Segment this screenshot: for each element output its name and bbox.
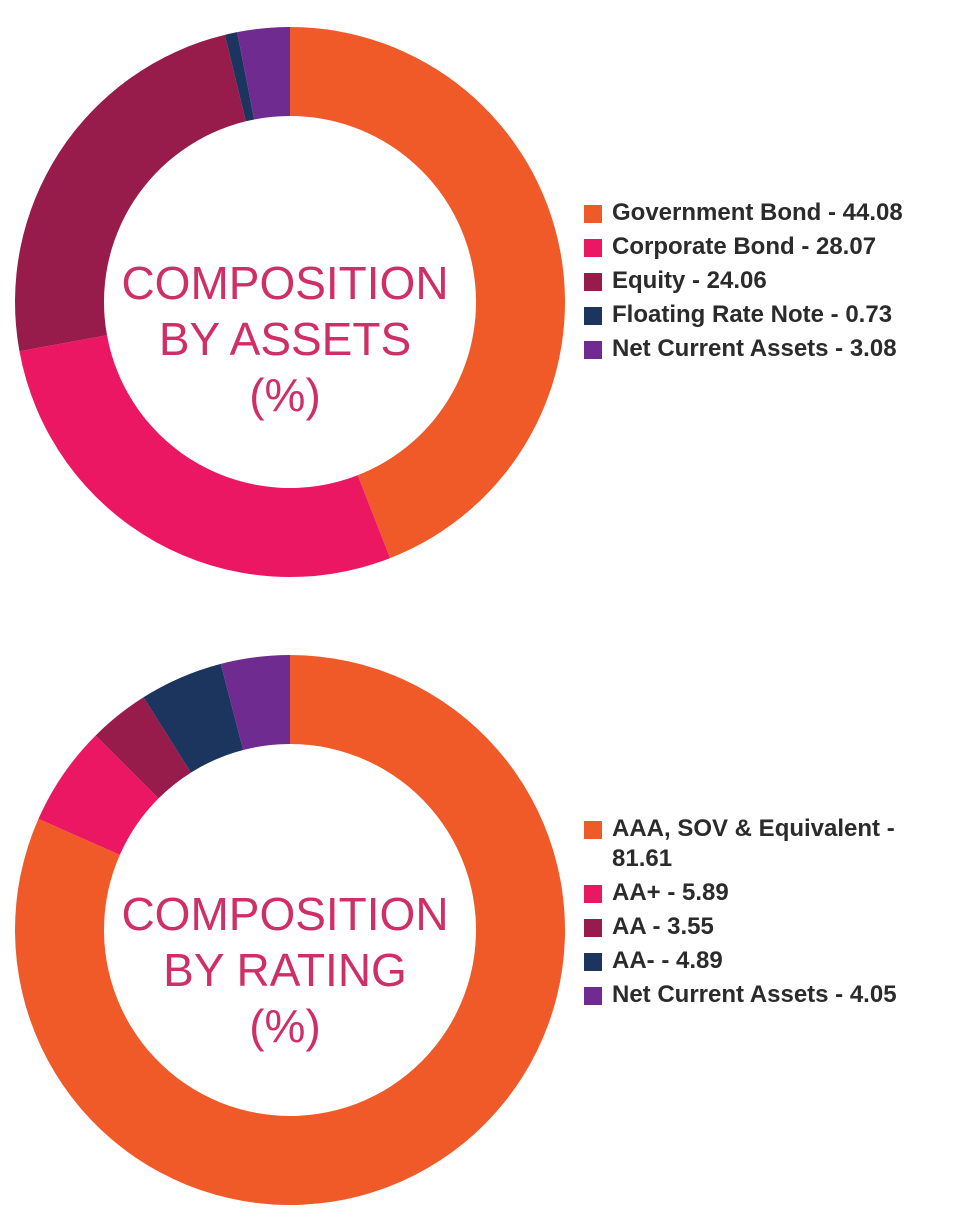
donut-slice-aa: [143, 663, 244, 773]
assets-chart-title: COMPOSITION BY ASSETS (%): [100, 255, 470, 423]
legend-item: AA- - 4.89: [584, 946, 954, 976]
legend-item: Government Bond - 44.08: [584, 198, 954, 228]
donut-slice-net-current-assets: [237, 27, 290, 120]
legend-label: Net Current Assets - 3.08: [612, 335, 897, 362]
legend-swatch: [584, 885, 602, 903]
legend-swatch: [584, 953, 602, 971]
legend-label: AA+ - 5.89: [612, 879, 729, 906]
donut-slice-floating-rate-note: [224, 32, 255, 122]
assets-chart-panel: COMPOSITION BY ASSETS (%) Government Bon…: [14, 27, 954, 578]
rating-chart-panel: COMPOSITION BY RATING (%) AAA, SOV & Equ…: [0, 612, 962, 1224]
assets-legend: Government Bond - 44.08 Corporate Bond -…: [584, 198, 954, 368]
legend-label: AA- - 4.89: [612, 947, 723, 974]
legend-item: AA - 3.55: [584, 912, 954, 942]
donut-slice-aa: [95, 697, 191, 799]
legend-swatch: [584, 341, 602, 359]
donut-slice-net-current-assets: [220, 655, 290, 750]
assets-title-line-2: BY ASSETS: [158, 313, 412, 365]
assets-title-line-3: (%): [249, 369, 321, 421]
rating-chart-title: COMPOSITION BY RATING (%): [100, 886, 470, 1054]
donut-slice-equity: [14, 34, 246, 352]
donut-slice-government-bond: [290, 27, 566, 559]
legend-swatch: [584, 239, 602, 257]
legend-item: AA+ - 5.89: [584, 878, 954, 908]
donut-slice-corporate-bond: [19, 335, 391, 578]
legend-swatch: [584, 821, 602, 839]
rating-title-line-2: BY RATING: [163, 944, 407, 996]
legend-item: AAA, SOV & Equivalent - 81.61: [584, 814, 954, 874]
legend-label: Corporate Bond - 28.07: [612, 233, 877, 260]
legend-swatch: [584, 205, 602, 223]
legend-item: Net Current Assets - 3.08: [584, 334, 954, 364]
donut-slice-aaa-sov-equivalent: [14, 655, 565, 1205]
rating-title-line-1: COMPOSITION: [121, 888, 449, 940]
assets-donut-chart: [14, 27, 566, 578]
legend-item: Equity - 24.06: [584, 266, 954, 296]
legend-item: Corporate Bond - 28.07: [584, 232, 954, 262]
legend-label: Net Current Assets - 4.05: [612, 981, 897, 1008]
legend-label: AAA, SOV & Equivalent - 81.61: [612, 815, 895, 872]
rating-donut-chart: [14, 655, 565, 1205]
rating-title-line-3: (%): [249, 1000, 321, 1052]
legend-swatch: [584, 919, 602, 937]
legend-label: Government Bond - 44.08: [612, 199, 903, 226]
rating-legend: AAA, SOV & Equivalent - 81.61 AA+ - 5.89…: [584, 814, 954, 1014]
legend-swatch: [584, 987, 602, 1005]
legend-item: Floating Rate Note - 0.73: [584, 300, 954, 330]
legend-swatch: [584, 307, 602, 325]
legend-swatch: [584, 273, 602, 291]
legend-label: Floating Rate Note - 0.73: [612, 301, 893, 328]
legend-label: AA - 3.55: [612, 913, 714, 940]
legend-item: Net Current Assets - 4.05: [584, 980, 954, 1010]
donut-slice-aa: [38, 735, 159, 855]
legend-label: Equity - 24.06: [612, 267, 767, 294]
assets-title-line-1: COMPOSITION: [121, 257, 449, 309]
